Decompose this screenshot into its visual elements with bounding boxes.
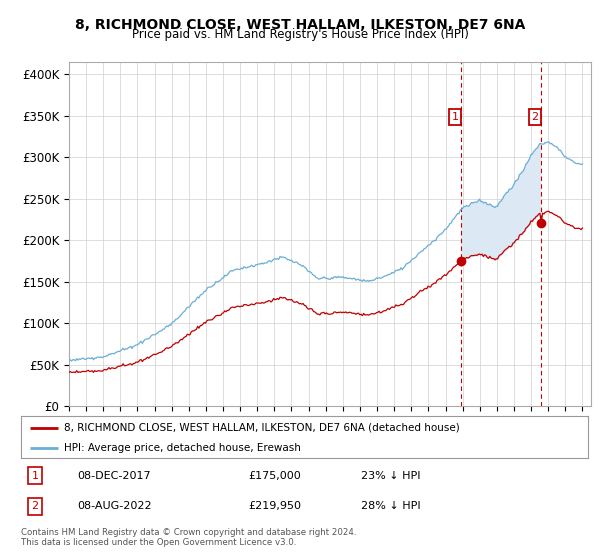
- Text: 08-DEC-2017: 08-DEC-2017: [78, 470, 151, 480]
- Text: Contains HM Land Registry data © Crown copyright and database right 2024.
This d: Contains HM Land Registry data © Crown c…: [21, 528, 356, 547]
- Text: 8, RICHMOND CLOSE, WEST HALLAM, ILKESTON, DE7 6NA: 8, RICHMOND CLOSE, WEST HALLAM, ILKESTON…: [75, 18, 525, 32]
- Text: Price paid vs. HM Land Registry's House Price Index (HPI): Price paid vs. HM Land Registry's House …: [131, 28, 469, 41]
- Text: 28% ↓ HPI: 28% ↓ HPI: [361, 501, 421, 511]
- Text: 1: 1: [452, 112, 459, 122]
- Text: 2: 2: [532, 112, 538, 122]
- Text: 08-AUG-2022: 08-AUG-2022: [78, 501, 152, 511]
- Text: 1: 1: [32, 470, 38, 480]
- Text: HPI: Average price, detached house, Erewash: HPI: Average price, detached house, Erew…: [64, 442, 301, 452]
- Text: 8, RICHMOND CLOSE, WEST HALLAM, ILKESTON, DE7 6NA (detached house): 8, RICHMOND CLOSE, WEST HALLAM, ILKESTON…: [64, 423, 459, 433]
- Text: £219,950: £219,950: [248, 501, 301, 511]
- Text: 23% ↓ HPI: 23% ↓ HPI: [361, 470, 421, 480]
- Text: £175,000: £175,000: [248, 470, 301, 480]
- Text: 2: 2: [32, 501, 39, 511]
